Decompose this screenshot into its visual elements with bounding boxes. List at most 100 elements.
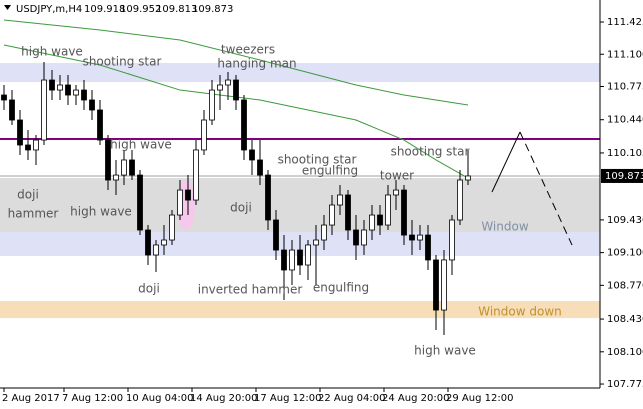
annotation: Window <box>481 220 529 234</box>
zone <box>0 62 600 83</box>
candle-body <box>145 229 151 256</box>
candle-body <box>193 149 199 201</box>
symbol-title: USDJPY,m,H4 <box>16 4 82 15</box>
y-tick-label: 110.105 <box>607 148 643 159</box>
candle-body <box>153 244 159 256</box>
candle-body <box>73 89 79 96</box>
candle-body <box>433 259 439 311</box>
candle-body <box>209 89 215 121</box>
menu-arrow[interactable] <box>4 5 11 10</box>
y-tick-label: 108.100 <box>607 347 643 358</box>
candle-body <box>25 144 31 151</box>
candle-body <box>225 79 231 86</box>
candle-body <box>89 99 95 111</box>
annotation: doji <box>138 282 160 296</box>
annotation: tower <box>380 169 414 183</box>
header-value: 109.918 <box>84 4 125 15</box>
candle-body <box>337 194 343 206</box>
candle-body <box>425 234 431 261</box>
projection-line <box>491 131 521 193</box>
candle-body <box>289 249 295 271</box>
candle-body <box>361 229 367 246</box>
candle-body <box>321 224 327 241</box>
candle-body <box>313 239 319 246</box>
candle-body <box>121 159 127 176</box>
annotation: shooting star <box>278 153 357 167</box>
candle-body <box>409 234 415 241</box>
candle-body <box>401 189 407 236</box>
annotation: high wave <box>21 45 83 59</box>
x-tick-label: 7 Aug 12:00 <box>62 393 123 404</box>
annotation: doji <box>230 201 252 215</box>
x-tick-label: 22 Aug 04:00 <box>318 393 385 404</box>
candle-body <box>17 119 23 146</box>
annotation: shooting star <box>391 145 470 159</box>
moving-average <box>3 44 469 179</box>
candle-body <box>129 159 135 176</box>
x-tick-label: 10 Aug 04:00 <box>126 393 193 404</box>
annotation: high wave <box>110 138 172 152</box>
header-value: 109.873 <box>192 4 233 15</box>
candle-body <box>417 234 423 241</box>
candle-body <box>353 229 359 246</box>
y-tick-label: 110.775 <box>607 81 643 92</box>
annotation: high wave <box>70 205 132 219</box>
candle-body <box>105 139 111 181</box>
x-tick-label: 29 Aug 12:00 <box>446 393 513 404</box>
candle-body <box>345 194 351 231</box>
candle-body <box>201 119 207 151</box>
candle-body <box>249 149 255 161</box>
candle-body <box>217 84 223 91</box>
candle-body <box>305 244 311 266</box>
y-tick-label: 109.100 <box>607 248 643 259</box>
candle-body <box>65 84 71 96</box>
y-tick-label: 110.440 <box>607 115 643 126</box>
candle-body <box>9 99 15 121</box>
annotation: hammer <box>8 207 59 221</box>
price-label-box <box>601 168 643 183</box>
candle-body <box>281 249 287 271</box>
candle-body <box>441 259 447 311</box>
candle-body <box>241 99 247 151</box>
candle-body <box>97 109 103 141</box>
candle-body <box>377 214 383 226</box>
annotation: shooting star <box>83 55 162 69</box>
candle-body <box>49 79 55 91</box>
candle-body <box>1 94 7 101</box>
x-tick-label: 14 Aug 20:00 <box>190 393 257 404</box>
price-label: 109.873 <box>605 171 643 182</box>
annotation: tweezers <box>221 43 275 57</box>
annotation: high wave <box>414 344 476 358</box>
annotation: inverted hammer <box>198 283 303 297</box>
annotation: engulfing <box>313 281 369 295</box>
candle-body <box>41 79 47 141</box>
y-tick-label: 109.430 <box>607 215 643 226</box>
y-tick-label: 107.775 <box>607 379 643 390</box>
candle-body <box>113 174 119 181</box>
candle-body <box>265 174 271 221</box>
annotation: doji <box>17 188 39 202</box>
candle-body <box>385 194 391 226</box>
y-tick-label: 111.100 <box>607 49 643 60</box>
x-tick-label: 2 Aug 2017 <box>2 393 60 404</box>
header-value: 109.813 <box>156 4 197 15</box>
candle-body <box>177 189 183 216</box>
header-value: 109.952 <box>120 4 161 15</box>
x-tick-label: 24 Aug 20:00 <box>382 393 449 404</box>
annotation: engulfing <box>302 164 358 178</box>
candle-body <box>81 89 87 101</box>
candle-body <box>393 189 399 196</box>
candle-body <box>233 79 239 101</box>
candle-body <box>57 84 63 91</box>
zone <box>0 301 600 319</box>
candle-body <box>137 174 143 231</box>
moving-average <box>3 19 469 106</box>
projection-line <box>519 131 573 246</box>
candle-body <box>257 159 263 176</box>
candle-body <box>169 214 175 241</box>
candle-body <box>161 239 167 246</box>
candle-body <box>457 179 463 221</box>
zone <box>0 178 600 232</box>
candle-body <box>465 175 471 181</box>
